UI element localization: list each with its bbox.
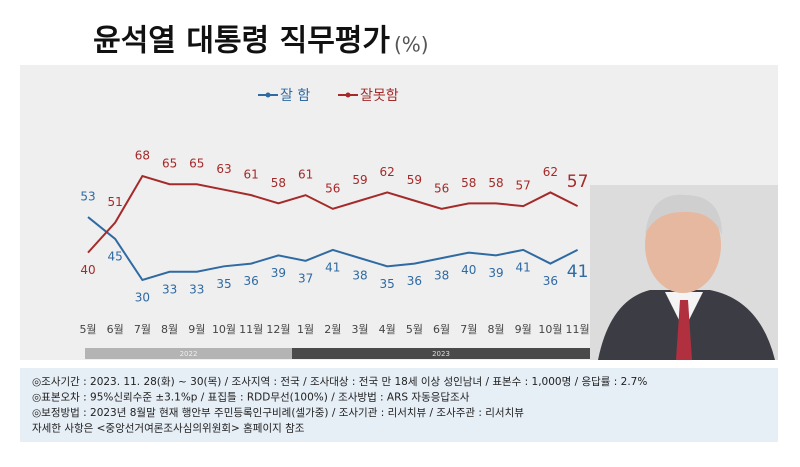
- series-line: [87, 174, 579, 254]
- data-label: 41: [567, 262, 589, 282]
- data-label: 33: [162, 282, 177, 296]
- note-line: ◎표본오차 : 95%신뢰수준 ±3.1%p / 표집틀 : RDD무선(100…: [32, 392, 470, 404]
- x-tick-label: 11월: [239, 323, 263, 336]
- data-label: 59: [407, 173, 422, 187]
- data-label: 62: [543, 165, 558, 179]
- note-line: ◎조사기간 : 2023. 11. 28(화) ~ 30(목) / 조사지역 :…: [32, 376, 647, 388]
- legend-label: 잘못함: [360, 88, 399, 104]
- data-label: 41: [325, 260, 340, 274]
- photo-tie: [676, 300, 692, 360]
- data-label: 39: [271, 266, 286, 280]
- data-label: 51: [108, 195, 123, 209]
- data-label: 68: [135, 149, 150, 163]
- data-label: 33: [189, 282, 204, 296]
- data-label: 41: [516, 260, 531, 274]
- data-label: 58: [461, 176, 476, 190]
- series-line: [87, 216, 579, 282]
- data-label: 65: [162, 157, 177, 171]
- period-label: 2022: [180, 350, 198, 358]
- x-tick-label: 11월: [566, 323, 590, 336]
- x-tick-label: 5월: [406, 323, 423, 336]
- x-tick-label: 5월: [79, 323, 96, 336]
- data-label: 58: [488, 176, 503, 190]
- data-label: 37: [298, 271, 313, 285]
- data-label: 62: [380, 165, 395, 179]
- data-label: 65: [189, 157, 204, 171]
- x-tick-label: 9월: [515, 323, 532, 336]
- x-tick-label: 7월: [460, 323, 477, 336]
- x-tick-label: 12월: [266, 323, 290, 336]
- note-line: 자세한 사항은 <중앙선거여론조사심의위원회> 홈페이지 참조: [32, 422, 305, 435]
- period-band: [292, 348, 590, 359]
- x-tick-label: 8월: [161, 323, 178, 336]
- x-tick-label: 2월: [324, 323, 341, 336]
- data-label: 35: [380, 277, 395, 291]
- legend-dot: [345, 92, 351, 98]
- data-label: 61: [244, 168, 259, 182]
- data-label: 45: [108, 249, 123, 263]
- photo-hair: [645, 194, 722, 235]
- data-label: 36: [244, 274, 259, 288]
- x-tick-label: 6월: [433, 323, 450, 336]
- data-label: 35: [216, 277, 231, 291]
- period-label: 2023: [432, 350, 450, 358]
- data-label: 36: [543, 274, 558, 288]
- x-tick-label: 9월: [188, 323, 205, 336]
- data-label: 61: [298, 168, 313, 182]
- data-label: 57: [516, 179, 531, 193]
- data-label: 40: [461, 263, 476, 277]
- x-tick-label: 3월: [351, 323, 368, 336]
- data-label: 39: [488, 266, 503, 280]
- legend-label: 잘 함: [280, 88, 310, 104]
- unit-label: (%): [394, 33, 429, 57]
- data-label: 38: [434, 269, 449, 283]
- data-label: 58: [271, 176, 286, 190]
- x-tick-label: 10월: [538, 323, 562, 336]
- data-label: 53: [80, 190, 95, 204]
- chart-title: 윤석열 대통령 직무평가: [93, 24, 390, 59]
- legend-dot: [265, 92, 271, 98]
- photo: [590, 185, 778, 360]
- data-label: 63: [216, 162, 231, 176]
- data-label: 36: [407, 274, 422, 288]
- data-label: 57: [567, 172, 589, 192]
- note-line: ◎보정방법 : 2023년 8월말 현재 행안부 주민등록인구비례(셀가중) /…: [32, 407, 524, 419]
- data-label: 56: [325, 181, 340, 195]
- x-tick-label: 1월: [297, 323, 314, 336]
- photo-face: [645, 197, 721, 293]
- x-tick-label: 4월: [379, 323, 396, 336]
- notes-box: [20, 368, 778, 442]
- x-tick-label: 10월: [212, 323, 236, 336]
- x-tick-label: 7월: [134, 323, 151, 336]
- data-label: 59: [352, 173, 367, 187]
- data-label: 38: [352, 269, 367, 283]
- data-label: 56: [434, 181, 449, 195]
- x-tick-label: 6월: [107, 323, 124, 336]
- data-label: 30: [135, 291, 150, 305]
- data-label: 40: [80, 263, 95, 277]
- x-tick-label: 8월: [487, 323, 504, 336]
- period-band: [85, 348, 292, 359]
